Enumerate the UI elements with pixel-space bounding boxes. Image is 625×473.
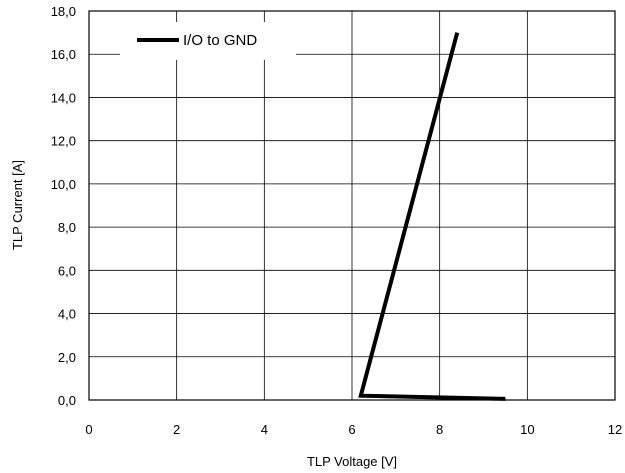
x-tick-label: 12 [608, 422, 622, 437]
legend: I/O to GND [120, 22, 296, 60]
y-tick-label: 12,0 [51, 134, 76, 149]
series-line [358, 32, 506, 401]
x-tick-label: 0 [85, 422, 92, 437]
x-tick-label: 4 [261, 422, 268, 437]
legend-label: I/O to GND [183, 32, 257, 49]
x-tick-label: 8 [436, 422, 443, 437]
x-tick-label: 10 [520, 422, 534, 437]
series-lines [358, 32, 506, 401]
y-tick-label: 16,0 [51, 47, 76, 62]
y-tick-label: 6,0 [58, 263, 76, 278]
x-tick-labels: 0 2 4 6 8 10 12 [85, 422, 622, 437]
y-tick-labels: 0,0 2,0 4,0 6,0 8,0 10,0 12,0 14,0 16,0 18,0 [51, 4, 76, 408]
y-tick-label: 2,0 [58, 350, 76, 365]
y-tick-label: 14,0 [51, 90, 76, 105]
y-tick-label: 0,0 [58, 393, 76, 408]
y-tick-label: 4,0 [58, 307, 76, 322]
x-axis-title: TLP Voltage [V] [307, 454, 397, 469]
y-tick-label: 8,0 [58, 220, 76, 235]
y-tick-label: 10,0 [51, 177, 76, 192]
x-tick-label: 6 [348, 422, 355, 437]
y-axis-title: TLP Current [A] [10, 160, 25, 250]
x-tick-label: 2 [173, 422, 180, 437]
y-tick-label: 18,0 [51, 4, 76, 19]
